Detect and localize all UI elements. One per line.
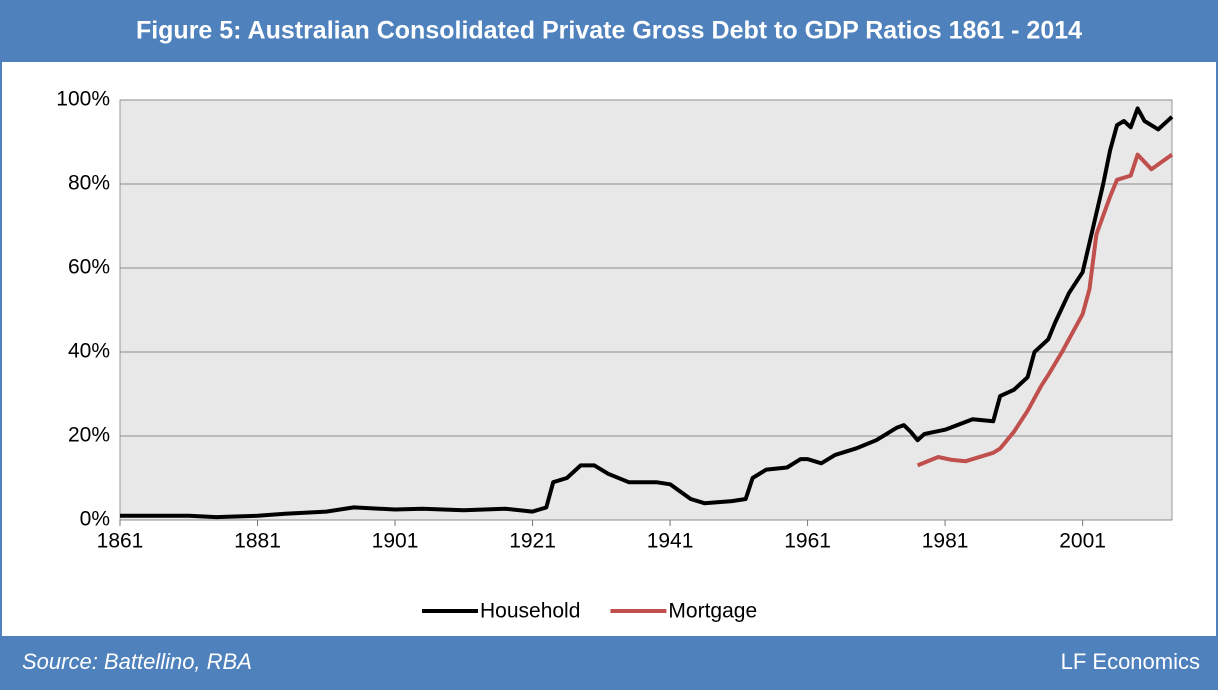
x-tick-label: 1941 [647,530,694,553]
y-tick-label: 0% [80,508,110,531]
data-line [916,152,1174,468]
x-tick-label: 1981 [922,530,969,553]
x-tick-label: 1861 [97,530,144,553]
footer-bar [0,636,1218,690]
x-tick-label: 2001 [1059,530,1106,553]
source: Source: Battellino, RBA [22,649,252,674]
y-tick-label: 60% [68,256,110,279]
title-bar [0,0,1218,62]
legend-label: Mortgage [668,600,757,623]
y-tick-label: 20% [68,424,110,447]
legend-label: Household [480,600,580,623]
y-tick-label: 80% [68,172,110,195]
x-tick-label: 1961 [784,530,831,553]
plot-area [119,99,1173,521]
chart-title: Figure 5: Australian Consolidated Privat… [136,17,1082,45]
credit: LF Economics [1061,649,1200,674]
y-tick-label: 100% [56,88,110,111]
y-tick-label: 40% [68,340,110,363]
data-line [120,106,1174,520]
x-tick-label: 1901 [372,530,419,553]
x-tick-label: 1881 [234,530,281,553]
x-tick-label: 1921 [509,530,556,553]
